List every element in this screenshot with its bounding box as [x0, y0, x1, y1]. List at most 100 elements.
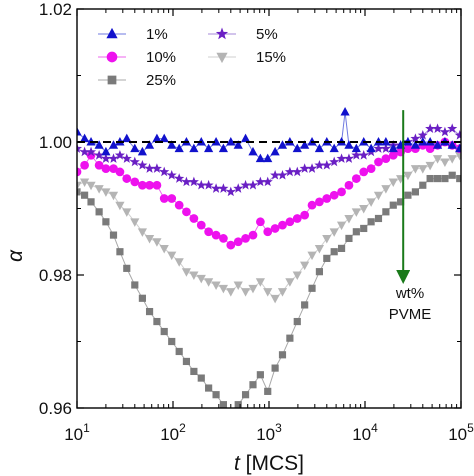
data-point — [307, 200, 317, 210]
data-point — [211, 136, 221, 146]
data-point — [373, 191, 384, 201]
legend-marker — [106, 27, 118, 39]
data-point — [218, 143, 229, 153]
data-point — [122, 208, 132, 217]
data-point — [417, 130, 428, 140]
data-point — [351, 143, 361, 153]
data-point — [307, 163, 318, 173]
data-point — [248, 146, 258, 156]
data-point — [381, 185, 391, 194]
data-point — [263, 227, 273, 237]
data-point — [293, 317, 301, 326]
data-point — [366, 164, 376, 173]
data-point — [336, 153, 347, 163]
data-point — [300, 140, 310, 149]
legend-label: 15% — [256, 49, 286, 66]
legend-label: 10% — [146, 49, 176, 66]
data-point — [292, 271, 302, 281]
data-point — [108, 140, 119, 149]
data-point — [448, 171, 456, 179]
data-point — [382, 208, 390, 216]
data-point — [425, 161, 435, 171]
data-point — [249, 381, 257, 389]
data-point — [329, 228, 339, 237]
data-point — [277, 288, 288, 297]
data-point — [300, 261, 310, 271]
data-point — [322, 194, 332, 203]
data-point — [425, 144, 435, 154]
data-point — [137, 228, 147, 237]
data-point — [381, 136, 391, 146]
data-point — [80, 178, 90, 187]
data-point — [263, 288, 273, 297]
data-point — [197, 374, 205, 382]
data-point — [284, 166, 295, 177]
data-point — [344, 140, 354, 149]
data-point — [234, 401, 242, 408]
data-point — [181, 176, 192, 187]
data-point — [263, 153, 273, 163]
data-point — [114, 150, 125, 160]
data-point — [115, 167, 125, 177]
data-point — [86, 146, 97, 157]
legend-label: 5% — [256, 26, 278, 43]
data-point — [189, 271, 199, 281]
annotation: wt% PVME — [389, 110, 431, 323]
data-point — [337, 244, 346, 252]
data-point — [329, 143, 339, 153]
data-point — [455, 151, 461, 161]
data-point — [167, 140, 177, 149]
series-layer — [77, 107, 461, 408]
data-point — [292, 166, 303, 177]
data-point — [241, 234, 250, 243]
data-point — [130, 218, 140, 227]
data-point — [389, 201, 397, 209]
data-point — [301, 301, 309, 309]
data-point — [94, 140, 104, 149]
series-25-percent — [77, 171, 461, 408]
data-point — [278, 220, 287, 230]
data-point — [418, 165, 428, 174]
data-point — [145, 180, 154, 190]
data-point — [181, 268, 192, 277]
data-point — [219, 234, 228, 243]
data-point — [380, 143, 391, 153]
data-point — [308, 284, 316, 292]
legend-entry: 25% — [98, 72, 176, 89]
data-point — [425, 123, 436, 133]
data-point — [203, 179, 214, 190]
data-point — [151, 163, 162, 173]
data-point — [77, 126, 82, 136]
data-point — [94, 160, 104, 170]
data-point — [388, 150, 398, 160]
data-point — [323, 254, 331, 262]
data-point — [248, 230, 258, 240]
data-point — [80, 133, 90, 143]
data-point — [101, 146, 111, 156]
data-point — [329, 156, 340, 167]
data-point — [108, 191, 119, 201]
data-point — [137, 146, 147, 156]
data-point — [226, 240, 236, 250]
y-axis-title: α — [4, 249, 27, 262]
data-point — [121, 153, 132, 163]
data-point — [374, 214, 383, 223]
data-point — [454, 130, 461, 140]
data-point — [447, 140, 457, 149]
data-point — [456, 174, 461, 183]
data-point — [80, 160, 89, 170]
data-point — [277, 169, 288, 180]
data-point — [160, 327, 168, 336]
data-point — [131, 281, 139, 289]
data-point — [144, 234, 155, 244]
data-point — [205, 384, 213, 392]
data-point — [299, 163, 310, 173]
data-point — [77, 143, 83, 153]
data-point — [167, 251, 177, 261]
data-point — [144, 163, 155, 173]
data-point — [410, 133, 421, 143]
data-point — [226, 136, 236, 146]
data-point — [168, 337, 176, 346]
annotation-text: wt% — [395, 285, 424, 302]
